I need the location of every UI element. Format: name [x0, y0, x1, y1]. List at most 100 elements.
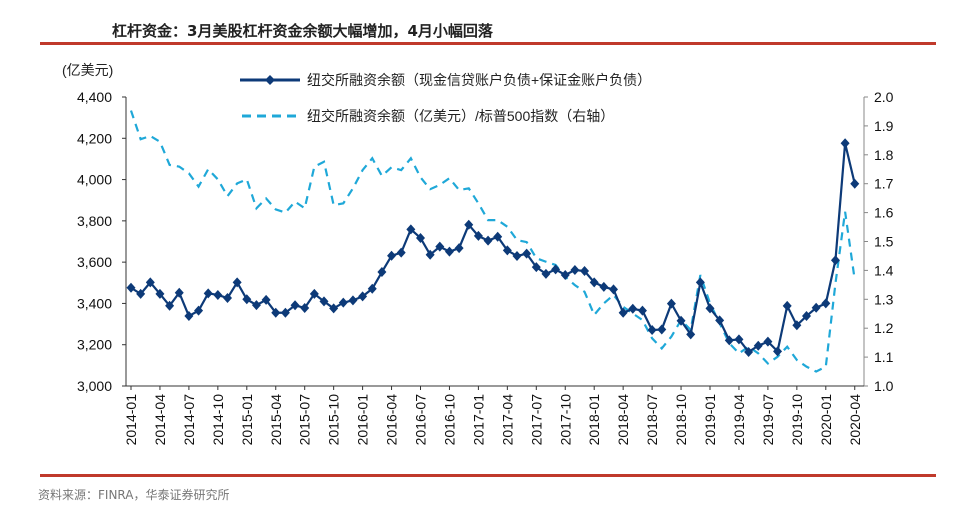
data-point-marker: [753, 340, 763, 351]
data-point-marker: [676, 315, 686, 326]
data-point-marker: [280, 307, 290, 318]
left-tick-label: 3,200: [77, 337, 112, 353]
data-point-marker: [290, 300, 300, 311]
data-point-marker: [454, 243, 464, 254]
x-tick-label: 2020-01: [818, 394, 834, 446]
data-point-marker: [637, 305, 647, 316]
x-tick-label: 2015-01: [239, 394, 255, 446]
x-tick-label: 2014-10: [210, 394, 226, 446]
data-point-marker: [435, 241, 445, 252]
data-point-marker: [840, 138, 850, 149]
chart-title: 杠杆资金：3月美股杠杆资金余额大幅增加，4月小幅回落: [112, 22, 493, 40]
top-rule: [40, 42, 936, 45]
data-point-marker: [136, 288, 146, 299]
data-point-marker: [425, 249, 435, 260]
data-point-marker: [358, 291, 368, 302]
data-point-marker: [522, 248, 532, 259]
x-tick-label: 2017-01: [470, 394, 486, 446]
data-point-marker: [782, 300, 792, 311]
x-tick-label: 2018-04: [615, 394, 631, 446]
x-tick-label: 2019-07: [760, 394, 776, 446]
x-tick-label: 2015-10: [326, 394, 342, 446]
x-tick-label: 2018-10: [673, 394, 689, 446]
data-point-marker: [444, 246, 454, 257]
x-tick-label: 2016-07: [413, 394, 429, 446]
data-point-marker: [271, 307, 281, 318]
data-point-marker: [512, 250, 522, 261]
left-tick-label: 3,800: [77, 213, 112, 229]
data-point-marker: [609, 284, 618, 295]
data-point-marker: [213, 289, 223, 300]
x-tick-label: 2019-10: [789, 394, 805, 446]
source-note: 资料来源：FINRA，华泰证券研究所: [38, 488, 230, 502]
data-point-marker: [705, 303, 715, 314]
data-point-marker: [338, 297, 348, 308]
x-tick-label: 2016-10: [441, 394, 457, 446]
data-point-marker: [686, 329, 696, 340]
data-point-marker: [666, 298, 676, 309]
x-tick-label: 2018-07: [644, 394, 660, 446]
x-tick-label: 2017-04: [499, 394, 515, 446]
x-tick-label: 2016-01: [355, 394, 371, 446]
data-point-marker: [232, 277, 242, 288]
data-point-marker: [194, 305, 204, 316]
data-point-marker: [599, 281, 609, 292]
data-point-marker: [473, 230, 483, 241]
right-tick-label: 2.0: [874, 89, 894, 105]
data-point-marker: [763, 336, 773, 347]
data-point-marker: [483, 235, 493, 246]
data-point-marker: [329, 303, 339, 314]
data-point-marker: [773, 346, 783, 357]
x-tick-label: 2019-04: [731, 394, 747, 446]
data-point-marker: [657, 324, 667, 335]
data-point-marker: [377, 267, 387, 278]
data-point-marker: [541, 268, 551, 279]
right-tick-label: 1.0: [874, 378, 894, 394]
x-tick-label: 2015-04: [268, 394, 284, 446]
data-point-marker: [734, 334, 744, 345]
legend-label-series1: 纽交所融资余额（现金信贷账户负债+保证金账户负债）: [307, 72, 651, 88]
right-tick-label: 1.3: [874, 291, 894, 307]
data-point-marker: [821, 298, 831, 309]
right-tick-label: 1.8: [874, 147, 894, 163]
data-point-marker: [165, 300, 175, 311]
left-tick-label: 3,600: [77, 254, 112, 270]
data-point-marker: [416, 232, 425, 243]
data-point-marker: [184, 311, 194, 322]
x-tick-label: 2015-07: [297, 394, 313, 446]
right-tick-label: 1.2: [874, 320, 894, 336]
data-point-marker: [387, 250, 397, 261]
data-point-marker: [396, 247, 406, 258]
data-point-marker: [570, 264, 580, 275]
data-point-marker: [242, 294, 252, 305]
right-tick-label: 1.9: [874, 118, 894, 134]
x-tick-label: 2018-01: [586, 394, 602, 446]
left-tick-label: 4,400: [77, 89, 112, 105]
x-tick-label: 2017-07: [528, 394, 544, 446]
data-point-marker: [811, 302, 821, 313]
data-point-marker: [145, 277, 155, 288]
data-point-marker: [744, 346, 754, 357]
data-point-marker: [715, 315, 725, 326]
data-point-marker: [251, 300, 261, 311]
data-point-marker: [628, 303, 638, 314]
x-tick-label: 2020-04: [847, 394, 863, 446]
legend-label-series2: 纽交所融资余额（亿美元）/标普500指数（右轴）: [307, 108, 614, 124]
data-point-marker: [580, 266, 590, 277]
data-point-marker: [300, 302, 310, 313]
x-tick-label: 2014-07: [181, 394, 197, 446]
left-tick-label: 4,000: [77, 172, 112, 188]
data-point-marker: [367, 283, 377, 294]
data-point-marker: [724, 335, 734, 346]
legend-diamond-marker: [265, 75, 275, 85]
right-tick-label: 1.6: [874, 205, 894, 221]
series-ratio-line: [129, 110, 856, 373]
data-point-marker: [647, 325, 657, 336]
x-tick-label: 2014-01: [123, 394, 139, 446]
legend: 纽交所融资余额（现金信贷账户负债+保证金账户负债） 纽交所融资余额（亿美元）/标…: [240, 72, 651, 124]
data-point-marker: [406, 224, 416, 235]
data-point-marker: [261, 294, 271, 305]
data-point-marker: [695, 277, 705, 288]
left-axis-label: (亿美元): [62, 62, 113, 78]
